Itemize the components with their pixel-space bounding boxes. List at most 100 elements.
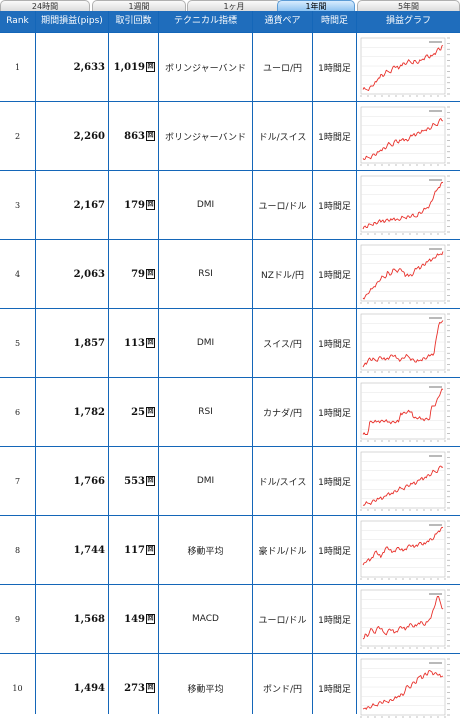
pips-cell: 1,857 [36,309,108,377]
profit-graph-cell[interactable] [357,309,460,377]
pair-cell: カナダ/円 [253,378,312,446]
indicator-cell: MACD [159,585,252,653]
count-suffix: 回 [146,269,155,279]
trades-value: 79 [131,268,145,280]
ranking-table: Rank 期間損益(pips) 取引回数 テクニカル指標 通貨ペア 時間足 損益グラフ 1 2,… [0,11,460,722]
count-suffix: 回 [146,338,155,348]
profit-graph-cell[interactable] [357,516,460,584]
trades-cell: 79 回 [109,240,158,308]
timeframe-cell: 1時間足 [313,516,356,584]
profit-graph-cell[interactable] [357,102,460,170]
profit-graph-cell[interactable] [357,585,460,653]
header-rank: Rank [0,11,35,32]
profit-graph[interactable] [357,240,460,308]
profit-graph[interactable] [357,516,460,584]
indicator-cell: RSI [159,378,252,446]
profit-graph-cell[interactable] [357,240,460,308]
pair-cell: ユーロ/ドル [253,171,312,239]
profit-graph[interactable] [357,447,460,515]
trades-value: 553 [124,475,145,487]
timeframe-cell: 1時間足 [313,654,356,722]
count-suffix: 回 [146,62,155,72]
profit-line [362,251,444,300]
profit-graph[interactable] [357,171,460,239]
header-timeframe: 時間足 [313,11,356,32]
timeframe-cell: 1時間足 [313,171,356,239]
timeframe-cell: 1時間足 [313,378,356,446]
header-trades: 取引回数 [109,11,158,32]
rank-cell: 6 [0,378,35,446]
indicator-cell: ボリンジャーバンド [159,102,252,170]
pair-cell: ポンド/円 [253,654,312,722]
tab-1week[interactable]: 1週間 [92,0,186,11]
profit-graph-cell[interactable] [357,171,460,239]
rank-cell: 8 [0,516,35,584]
tab-5year[interactable]: 5年間 [357,0,460,11]
rank-cell: 2 [0,102,35,170]
tab-1month[interactable]: 1ヶ月 [187,0,281,11]
rank-cell: 9 [0,585,35,653]
pair-cell: NZドル/円 [253,240,312,308]
profit-line [362,45,444,91]
profit-graph[interactable] [357,585,460,653]
pips-cell: 2,260 [36,102,108,170]
timeframe-cell: 1時間足 [313,585,356,653]
pips-cell: 2,633 [36,33,108,101]
profit-line [362,388,444,435]
tab-1year[interactable]: 1年間 [277,0,355,11]
profit-line [362,595,444,640]
profit-graph-cell[interactable] [357,378,460,446]
profit-graph[interactable] [357,654,460,722]
pips-cell: 1,782 [36,378,108,446]
trades-cell: 553 回 [109,447,158,515]
trades-value: 179 [124,199,145,211]
indicator-cell: DMI [159,309,252,377]
indicator-cell: 移動平均 [159,516,252,584]
profit-graph-cell[interactable] [357,447,460,515]
timeframe-cell: 1時間足 [313,102,356,170]
rank-cell: 1 [0,33,35,101]
indicator-cell: 移動平均 [159,654,252,722]
profit-graph-cell[interactable] [357,654,460,722]
trades-cell: 149 回 [109,585,158,653]
pair-cell: スイス/円 [253,309,312,377]
profit-line [362,526,444,566]
trades-cell: 113 回 [109,309,158,377]
pair-cell: ドル/スイス [253,102,312,170]
indicator-cell: DMI [159,171,252,239]
trades-value: 1,019 [113,61,145,73]
profit-graph-cell[interactable] [357,33,460,101]
trades-cell: 273 回 [109,654,158,722]
pips-cell: 1,494 [36,654,108,722]
timeframe-cell: 1時間足 [313,309,356,377]
header-pair: 通貨ペア [253,11,312,32]
trades-value: 113 [124,337,145,349]
trades-value: 25 [131,406,145,418]
count-suffix: 回 [146,683,155,693]
pair-cell: ユーロ/ドル [253,585,312,653]
rank-cell: 3 [0,171,35,239]
pips-cell: 1,744 [36,516,108,584]
header-graph: 損益グラフ [357,11,460,32]
trades-cell: 179 回 [109,171,158,239]
profit-graph[interactable] [357,33,460,101]
pips-cell: 2,167 [36,171,108,239]
tab-24h[interactable]: 24時間 [0,0,90,11]
timeframe-cell: 1時間足 [313,240,356,308]
count-suffix: 回 [146,545,155,555]
profit-graph[interactable] [357,378,460,446]
count-suffix: 回 [146,407,155,417]
profit-line [362,320,444,368]
count-suffix: 回 [146,476,155,486]
indicator-cell: ボリンジャーバンド [159,33,252,101]
pips-cell: 2,063 [36,240,108,308]
period-tabs: 24時間 1週間 1ヶ月 1年間 5年間 [0,0,460,11]
trades-value: 863 [124,130,145,142]
profit-graph[interactable] [357,102,460,170]
pair-cell: 豪ドル/ドル [253,516,312,584]
pair-cell: ユーロ/円 [253,33,312,101]
rank-cell: 4 [0,240,35,308]
count-suffix: 回 [146,200,155,210]
profit-graph[interactable] [357,309,460,377]
header-pips: 期間損益(pips) [36,11,108,32]
